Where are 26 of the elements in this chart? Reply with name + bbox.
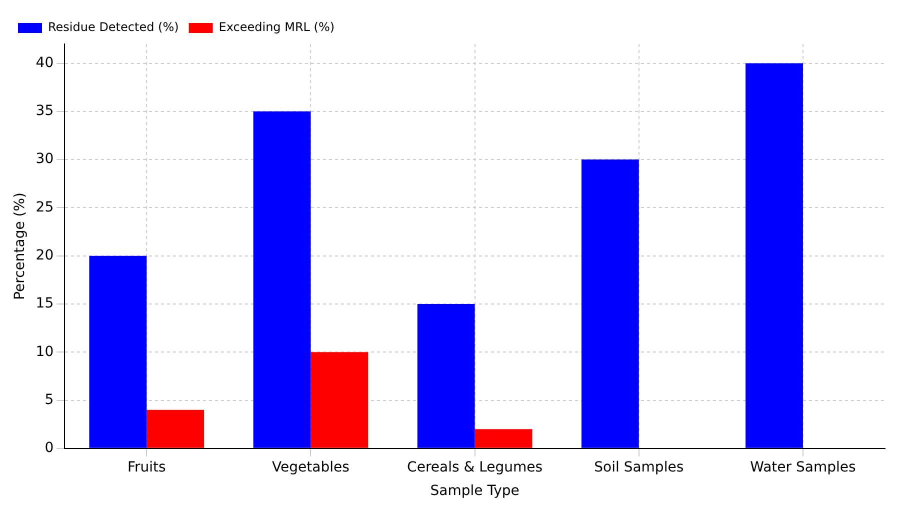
y-tick-label: 10 bbox=[36, 344, 54, 360]
x-tick-label: Vegetables bbox=[272, 459, 350, 476]
y-tick-label: 15 bbox=[36, 296, 54, 312]
x-axis-title: Sample Type bbox=[430, 483, 520, 500]
x-tick-label: Cereals & Legumes bbox=[407, 459, 543, 476]
x-tick-label: Water Samples bbox=[750, 459, 856, 476]
legend-label: Exceeding MRL (%) bbox=[218, 20, 335, 34]
bar bbox=[89, 256, 147, 448]
x-tick-label: Fruits bbox=[127, 459, 166, 476]
x-tick-label: Soil Samples bbox=[594, 459, 684, 476]
bar bbox=[417, 304, 475, 448]
bar bbox=[310, 352, 368, 448]
y-tick-label: 40 bbox=[36, 54, 54, 71]
y-tick-label: 30 bbox=[36, 151, 54, 168]
bar bbox=[581, 160, 639, 448]
bar bbox=[146, 410, 204, 448]
bar bbox=[253, 111, 311, 448]
y-axis-title: Percentage (%) bbox=[12, 192, 28, 300]
y-tick-label: 25 bbox=[36, 199, 54, 216]
y-tick-label: 5 bbox=[44, 392, 54, 408]
bar bbox=[746, 63, 803, 448]
y-tick-label: 0 bbox=[44, 440, 54, 456]
y-tick-label: 35 bbox=[36, 103, 54, 120]
bar bbox=[474, 429, 532, 448]
legend-label: Residue Detected (%) bbox=[48, 20, 179, 34]
y-tick-label: 20 bbox=[36, 247, 54, 264]
